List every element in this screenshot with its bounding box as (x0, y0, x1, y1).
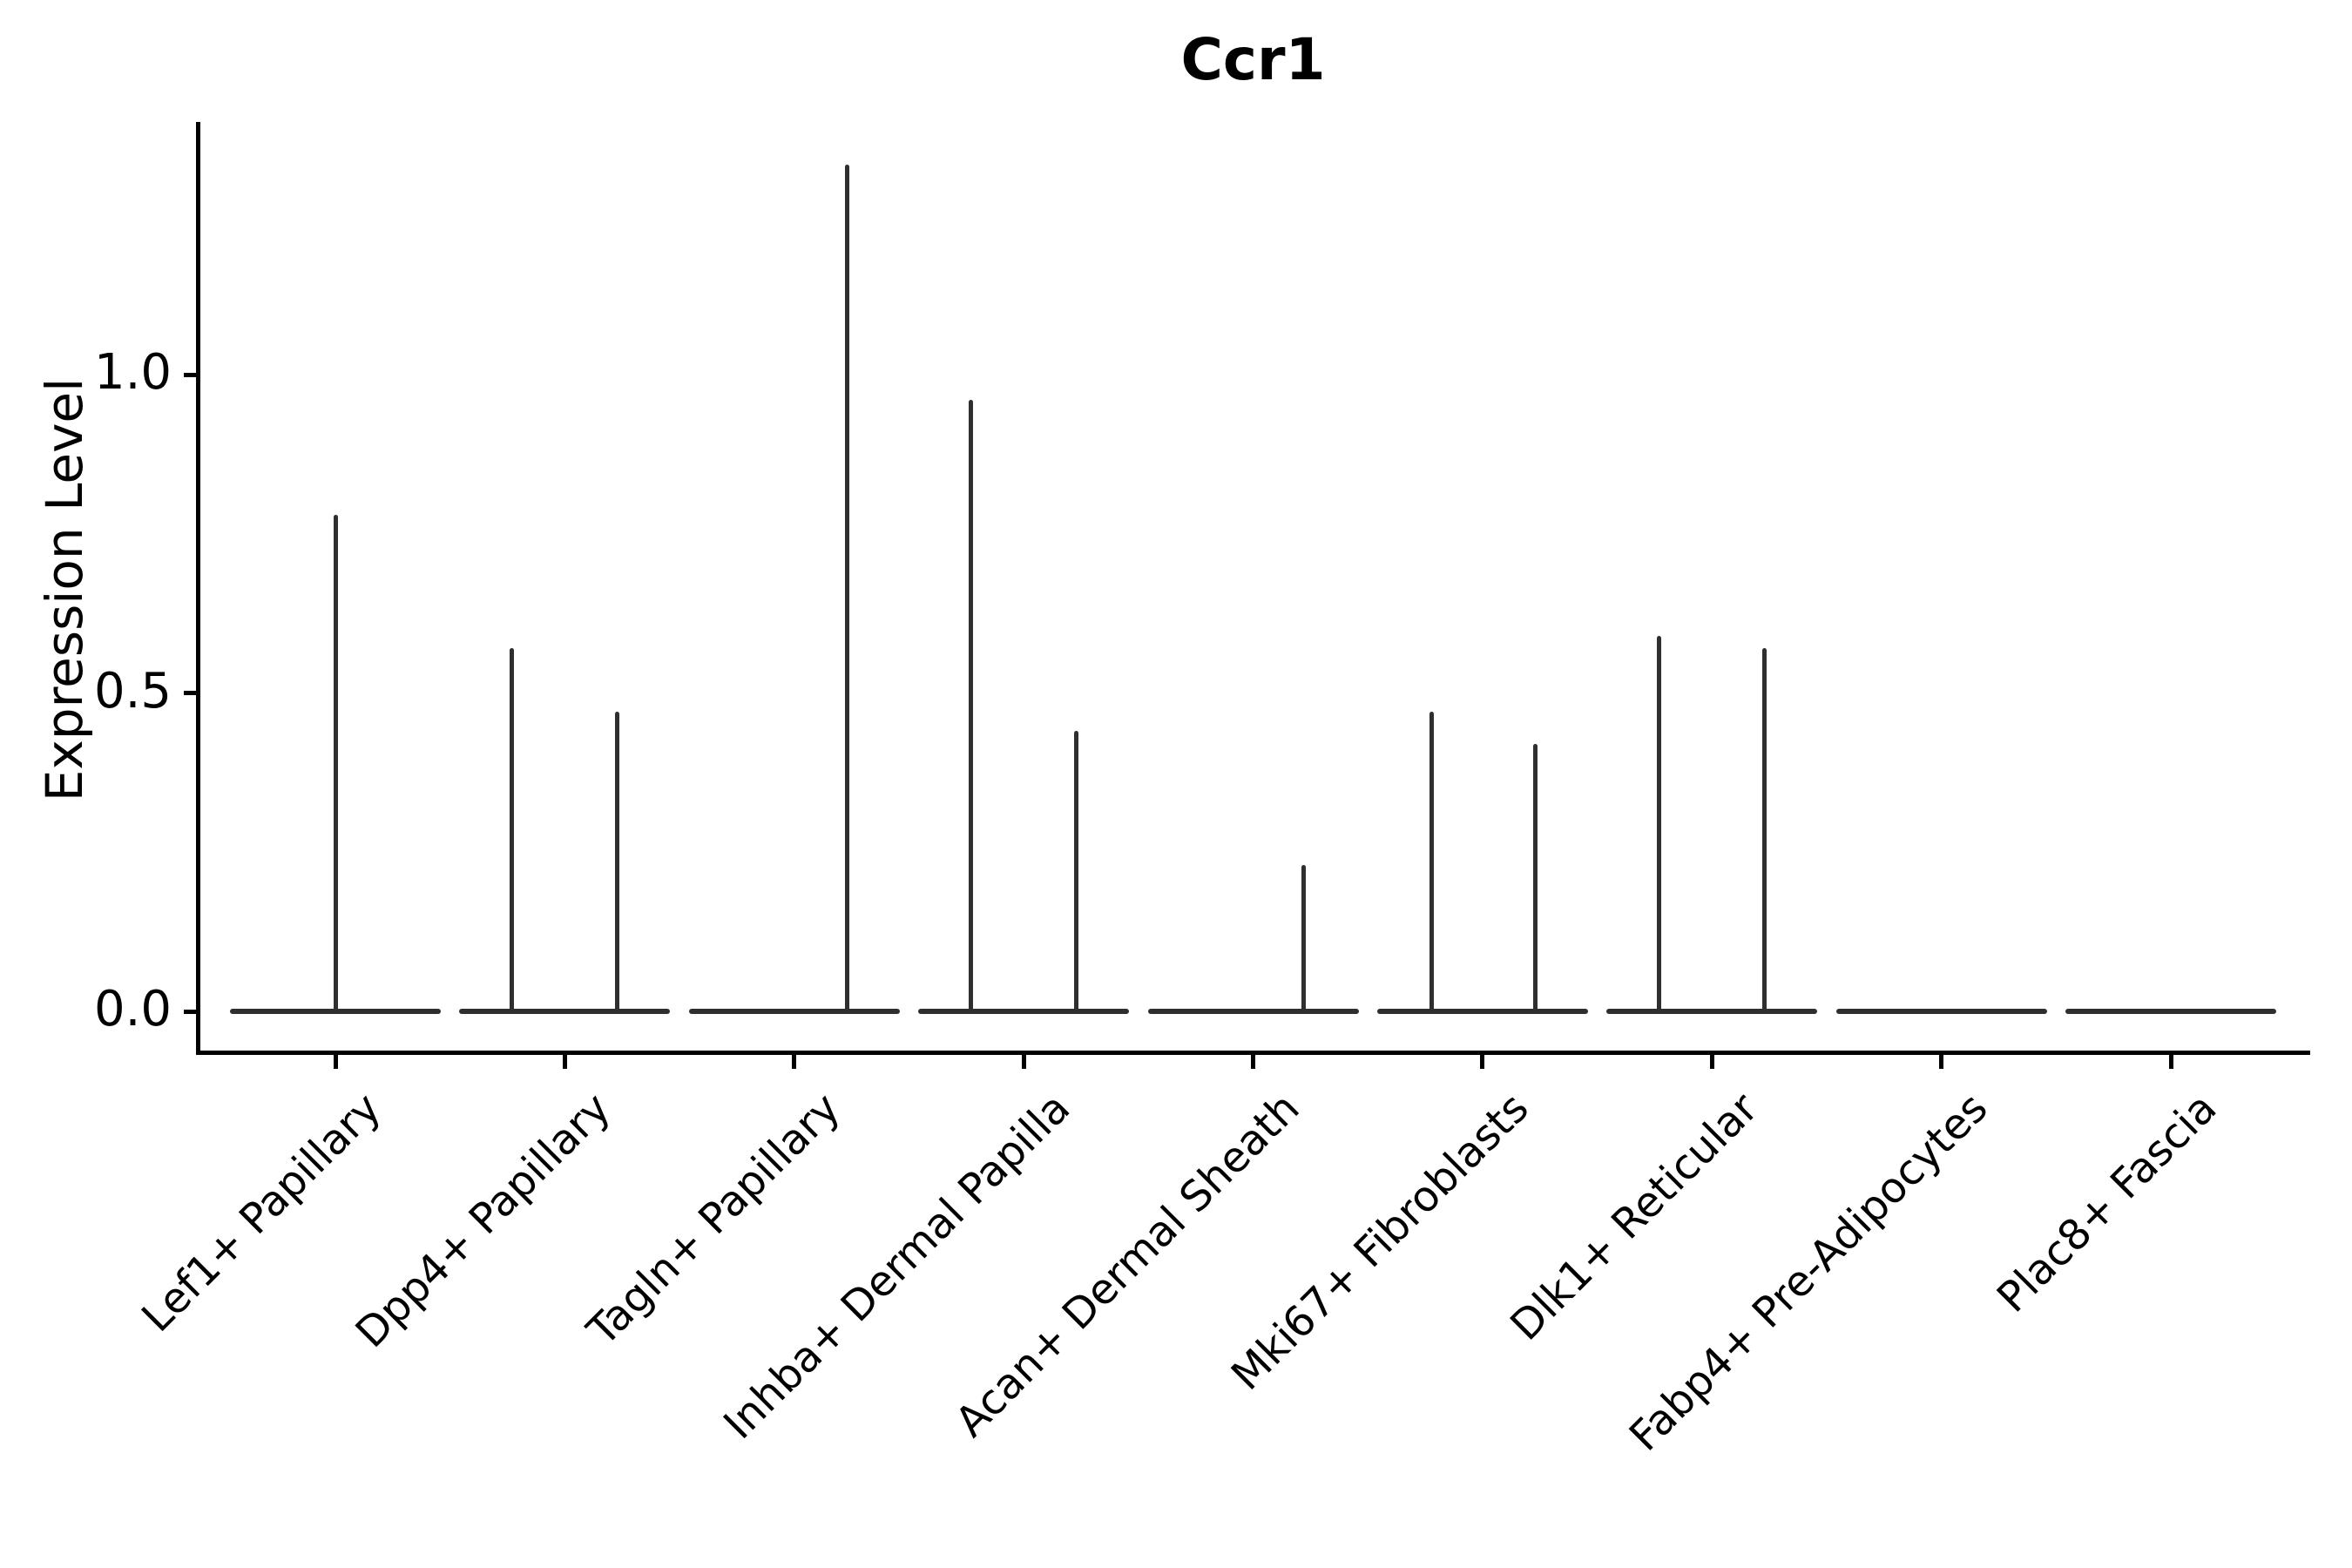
violin-spike (333, 514, 338, 1014)
violin-baseline (1835, 1009, 2047, 1014)
y-tick-label: 0.0 (93, 980, 172, 1037)
x-tick-mark (333, 1055, 338, 1069)
violin-spike (1762, 648, 1767, 1014)
violin-baseline (688, 1009, 900, 1014)
violin-spike (1532, 743, 1538, 1014)
y-tick-label: 1.0 (93, 343, 172, 401)
y-axis-spine (196, 122, 200, 1055)
violin-baseline (1606, 1009, 1818, 1014)
y-tick-mark (184, 1009, 196, 1014)
chart-title: Ccr1 (1180, 26, 1326, 93)
x-tick-mark (1021, 1055, 1026, 1069)
violin-baseline (1376, 1009, 1588, 1014)
x-tick-mark (1709, 1055, 1714, 1069)
x-tick-mark (2168, 1055, 2173, 1069)
x-tick-mark (1251, 1055, 1255, 1069)
x-tick-label: Dpp4+ Papillary (346, 1084, 620, 1358)
x-axis-spine (196, 1051, 2310, 1055)
violin-baseline (2065, 1009, 2276, 1014)
x-tick-label: Dlk1+ Reticular (1501, 1084, 1767, 1350)
y-tick-label: 0.5 (93, 662, 172, 720)
violin-baseline (1147, 1009, 1359, 1014)
violin-spike (510, 648, 515, 1014)
x-tick-label: Lef1+ Papillary (132, 1084, 391, 1342)
violin-baseline (459, 1009, 671, 1014)
y-axis-label: Expression Level (35, 377, 94, 802)
violin-spike (615, 712, 620, 1014)
x-tick-label: Tagln+ Papillary (578, 1084, 850, 1355)
violin-baseline (918, 1009, 1130, 1014)
x-tick-mark (562, 1055, 567, 1069)
violin-spike (1301, 864, 1306, 1014)
x-tick-mark (792, 1055, 797, 1069)
x-tick-label: Plac8+ Fascia (1988, 1084, 2227, 1322)
violin-spike (969, 400, 974, 1014)
violin-spike (1074, 731, 1079, 1014)
y-tick-mark (184, 372, 196, 377)
violin-spike (1657, 635, 1662, 1014)
x-tick-mark (1480, 1055, 1485, 1069)
violin-spike (1429, 712, 1435, 1014)
x-tick-mark (1939, 1055, 1944, 1069)
y-tick-mark (184, 691, 196, 695)
violin-spike (844, 164, 849, 1014)
